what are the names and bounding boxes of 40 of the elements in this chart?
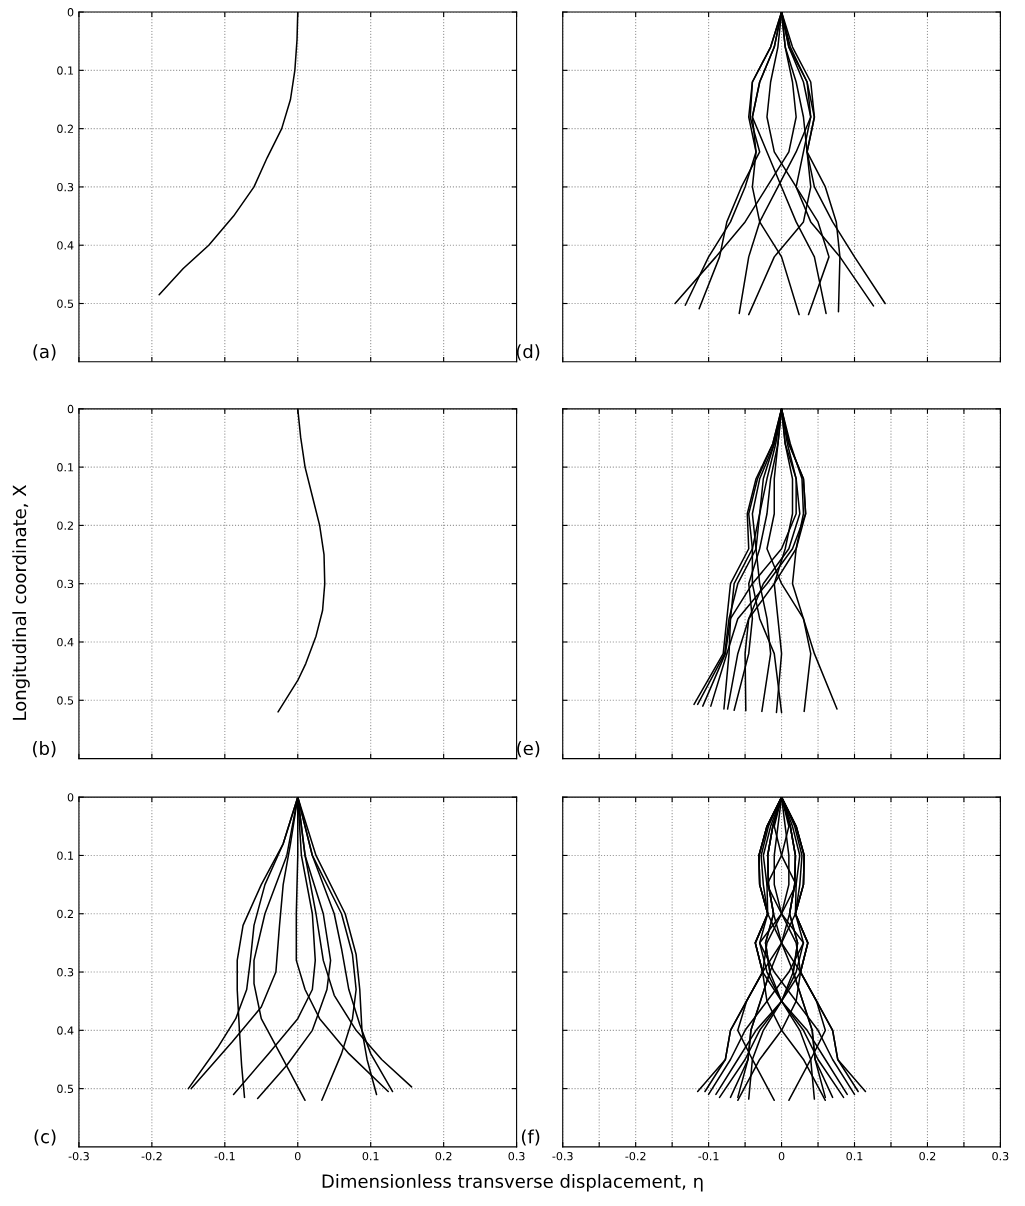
x-tick-label: 0.2 [919,1151,936,1161]
x-tick-label: -0.3 [68,1151,89,1161]
x-tick-label: -0.1 [698,1151,719,1161]
x-tick-label: 0.3 [992,1151,1009,1161]
y-tick-label: 0.2 [57,124,73,134]
x-tick-label: -0.1 [214,1151,235,1161]
x-tick-label: -0.2 [625,1151,646,1161]
y-tick-label: 0.4 [57,1026,74,1035]
y-tick-label: 0.3 [57,579,74,589]
text: (c) [34,1129,56,1146]
y-tick-label: 0 [67,8,74,17]
x-tick-label: 0.1 [846,1151,863,1161]
y-tick-label: 0.2 [57,909,73,919]
y-tick-label: 0.5 [57,299,74,308]
y-tick-label: 0.3 [57,968,74,977]
y-tick-label: 0.5 [57,696,74,705]
x-tick-label: 0.2 [435,1151,452,1161]
x-tick-label: 0 [294,1151,301,1161]
x-tick-label: 0 [778,1151,785,1161]
y-tick-label: 0.2 [57,521,73,530]
text: (b) [33,741,56,758]
text: (f) [521,1129,540,1146]
y-tick-label: 0.5 [57,1084,74,1093]
text: (d) [516,344,540,361]
x-axis-title: Dimensionless transverse displacement, η [322,1174,703,1192]
x-tick-label: 0.3 [508,1151,525,1161]
x-tick-label: 0.1 [362,1151,379,1161]
y-axis-title: Longitudinal coordinate, X [12,485,30,720]
text: (a) [33,344,56,361]
y-tick-label: 0.1 [57,851,74,860]
y-tick-label: 0.1 [57,463,74,472]
y-tick-label: 0 [67,793,74,802]
y-tick-label: 0.3 [57,182,74,192]
y-tick-label: 0.4 [57,241,74,250]
y-tick-label: 0.4 [57,637,74,647]
y-tick-label: 0 [67,404,74,414]
y-tick-label: 0.1 [57,66,74,75]
text: (e) [517,741,540,758]
x-tick-label: -0.3 [552,1151,573,1161]
x-tick-label: -0.2 [141,1151,162,1161]
